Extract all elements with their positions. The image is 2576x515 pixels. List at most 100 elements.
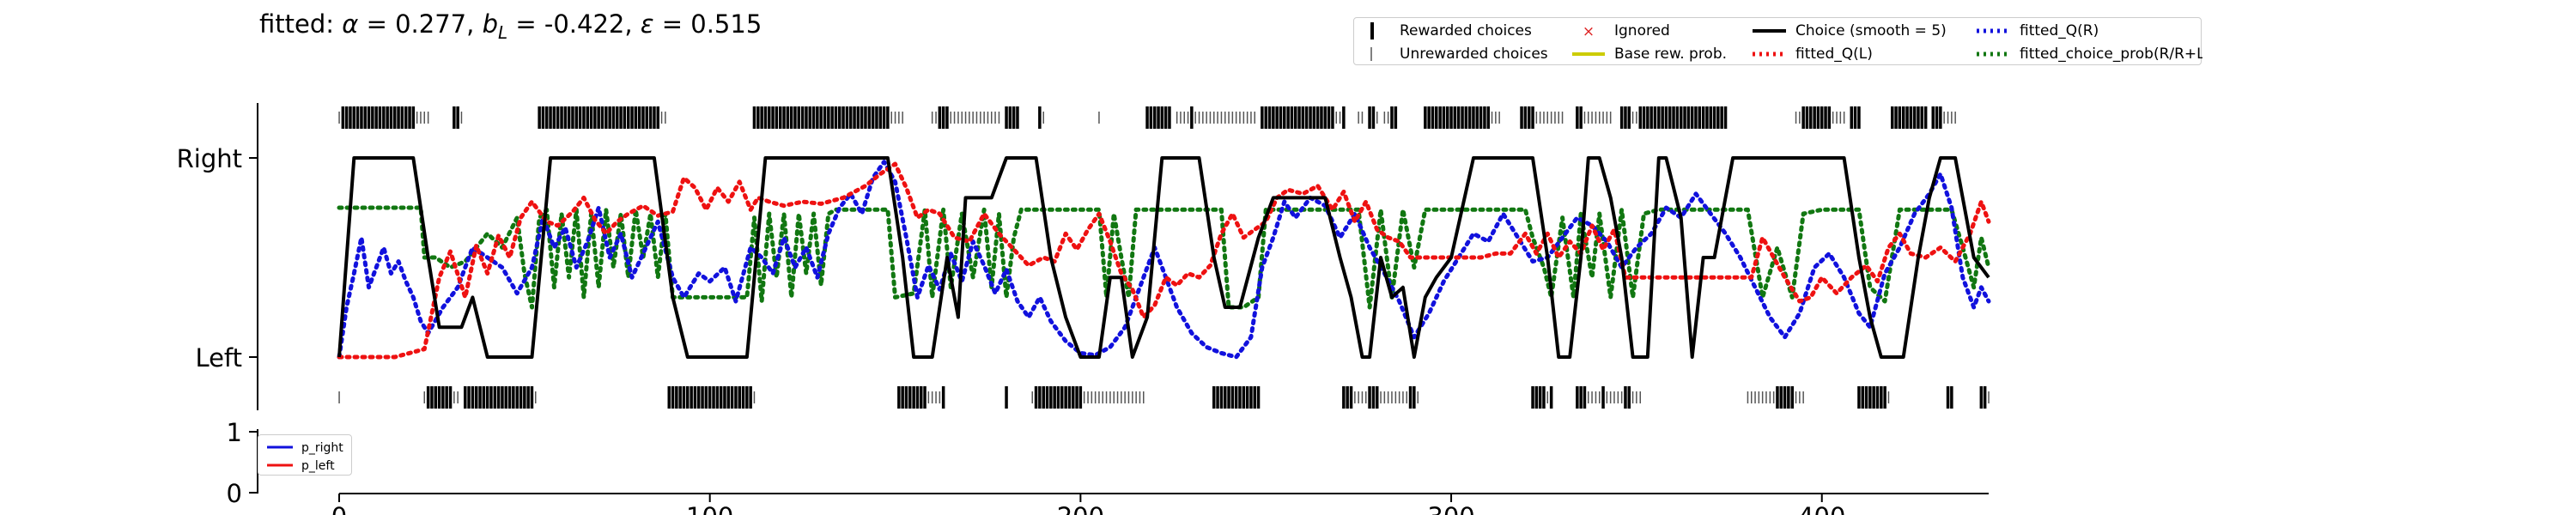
unrewarded-right-tick <box>1498 112 1500 124</box>
rewarded-right-tick <box>1523 106 1528 129</box>
unrewarded-left-tick <box>1380 391 1382 403</box>
rewarded-right-tick <box>1294 106 1297 129</box>
rewarded-right-tick <box>593 106 597 129</box>
unrewarded-right-tick <box>1606 112 1608 124</box>
rewarded-right-tick <box>1301 106 1305 129</box>
unrewarded-right-tick <box>1539 112 1541 124</box>
rewarded-left-tick <box>923 386 927 409</box>
rewarded-left-tick <box>1583 386 1587 409</box>
rewarded-right-tick <box>1390 106 1394 129</box>
rewarded-right-tick <box>653 106 656 129</box>
rewarded-left-tick <box>1534 386 1539 409</box>
rewarded-right-tick <box>1698 106 1701 129</box>
rewarded-right-tick <box>1920 106 1923 129</box>
rewarded-left-tick <box>482 386 486 409</box>
rewarded-right-tick <box>1456 106 1461 129</box>
rewarded-left-tick <box>1883 386 1886 409</box>
rewarded-left-tick <box>708 386 712 409</box>
rewarded-left-tick <box>434 386 437 409</box>
rewarded-left-tick <box>704 386 708 409</box>
rewarded-right-tick <box>853 106 856 129</box>
unrewarded-right-tick <box>1042 112 1044 124</box>
rewarded-right-tick <box>1857 106 1861 129</box>
rewarded-right-tick <box>1283 106 1286 129</box>
rewarded-right-tick <box>1342 106 1346 129</box>
rewarded-right-tick <box>597 106 600 129</box>
unrewarded-left-tick <box>1116 391 1119 403</box>
unrewarded-left-tick <box>1546 391 1548 403</box>
unrewarded-right-tick <box>1335 112 1337 124</box>
rewarded-right-tick <box>1668 106 1672 129</box>
legend-base-prob-label: Base rew. prob. <box>1614 45 1727 63</box>
rewarded-left-tick <box>908 386 912 409</box>
rewarded-left-tick <box>1230 386 1235 409</box>
rewarded-right-tick <box>1012 106 1016 129</box>
rewarded-left-tick <box>745 386 749 409</box>
unrewarded-right-tick <box>935 112 937 124</box>
unrewarded-right-tick <box>1224 112 1226 124</box>
rewarded-left-tick <box>1224 386 1227 409</box>
rewarded-left-tick <box>715 386 720 409</box>
legend-choice-prob-label: fitted_choice_prob(R/R+L) <box>2020 45 2202 63</box>
unrewarded-left-tick <box>931 391 933 403</box>
rewarded-right-tick <box>538 106 541 129</box>
rewarded-right-tick <box>400 106 404 129</box>
unrewarded-left-tick <box>338 391 340 403</box>
rewarded-right-tick <box>1850 106 1853 129</box>
rewarded-right-tick <box>1424 106 1427 129</box>
rewarded-right-tick <box>849 106 853 129</box>
legend: Rewarded choices Unrewarded choices × Ig… <box>1353 17 2210 65</box>
rewarded-right-tick <box>1646 106 1649 129</box>
rewarded-right-tick <box>627 106 630 129</box>
rewarded-right-tick <box>768 106 771 129</box>
rewarded-right-tick <box>1627 106 1631 129</box>
unrewarded-right-tick <box>898 112 900 124</box>
rewarded-right-tick <box>1853 106 1857 129</box>
unrewarded-left-tick <box>1761 391 1764 403</box>
rewarded-right-tick <box>393 106 397 129</box>
rewarded-right-tick <box>1323 106 1327 129</box>
unrewarded-right-tick <box>994 112 996 124</box>
rewarded-right-tick <box>1008 106 1012 129</box>
rewarded-right-tick <box>775 106 779 129</box>
rewarded-right-tick <box>1824 106 1827 129</box>
rewarded-left-tick <box>1983 386 1987 409</box>
unrewarded-right-tick <box>416 112 418 124</box>
unrewarded-right-tick <box>1213 112 1215 124</box>
legend-ignored-marker: × <box>1583 23 1595 40</box>
rewarded-left-tick <box>682 386 686 409</box>
unrewarded-right-tick <box>931 112 933 124</box>
unrewarded-left-tick <box>1113 391 1115 403</box>
y2-tick-label-one: 1 <box>227 418 242 447</box>
unrewarded-right-tick <box>1595 112 1597 124</box>
unrewarded-right-tick <box>1954 112 1956 124</box>
rewarded-right-tick <box>1279 106 1283 129</box>
rewarded-left-tick <box>912 386 915 409</box>
unrewarded-left-tick <box>1802 391 1804 403</box>
unrewarded-left-tick <box>1139 391 1141 403</box>
unrewarded-right-tick <box>1546 112 1548 124</box>
unrewarded-right-tick <box>972 112 974 124</box>
x-tick-label: 200 <box>1057 502 1104 515</box>
unrewarded-right-tick <box>1588 112 1589 124</box>
unrewarded-left-tick <box>1887 391 1890 403</box>
rewarded-left-tick <box>1880 386 1883 409</box>
rewarded-left-tick <box>915 386 920 409</box>
rewarded-right-tick <box>578 106 582 129</box>
rewarded-right-tick <box>1483 106 1486 129</box>
rewarded-right-tick <box>1939 106 1942 129</box>
rewarded-right-tick <box>605 106 608 129</box>
rewarded-left-tick <box>512 386 515 409</box>
unrewarded-right-tick <box>1183 112 1185 124</box>
rewarded-right-tick <box>374 106 378 129</box>
rewarded-left-tick <box>1946 386 1950 409</box>
unrewarded-right-tick <box>983 112 985 124</box>
rewarded-right-tick <box>1309 106 1312 129</box>
rewarded-left-tick <box>526 386 530 409</box>
unrewarded-right-tick <box>1591 112 1593 124</box>
unrewarded-left-tick <box>1391 391 1393 403</box>
rewarded-right-tick <box>1816 106 1820 129</box>
rewarded-left-tick <box>426 386 430 409</box>
unrewarded-left-tick <box>1354 391 1356 403</box>
unrewarded-right-tick <box>1202 112 1204 124</box>
